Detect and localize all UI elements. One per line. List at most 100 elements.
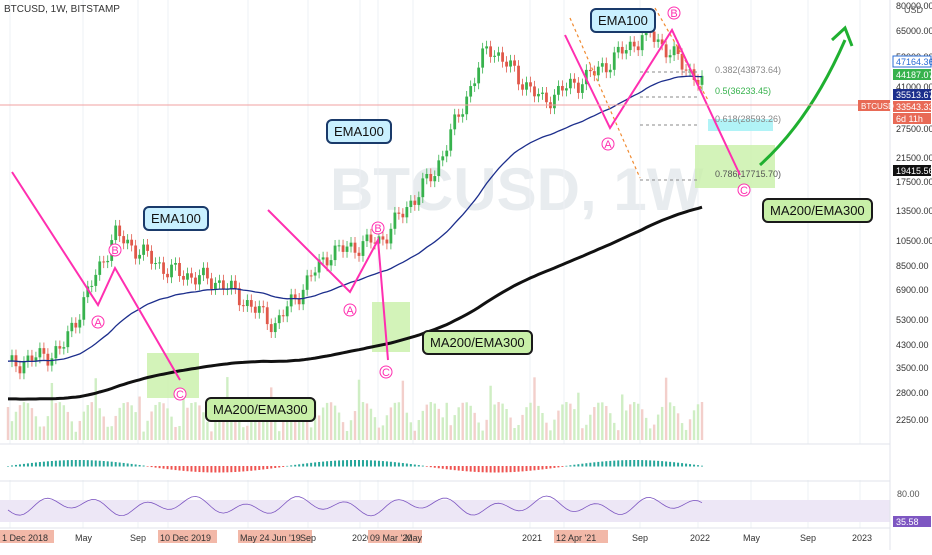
volume-bar [30, 408, 34, 440]
macd-bar [453, 466, 456, 471]
volume-bar [553, 419, 556, 440]
candle [409, 195, 413, 213]
volume-bar [569, 403, 572, 440]
macd-bar [465, 466, 468, 472]
macd-bar [26, 463, 29, 467]
macd-bar [90, 460, 93, 467]
macd-bar [641, 460, 644, 467]
volume-bar [509, 417, 512, 440]
volume-bar [385, 415, 389, 440]
candle [624, 44, 628, 60]
price-tag: 33543.33 [893, 101, 932, 112]
macd-bar [202, 466, 205, 473]
macd-bar [445, 466, 448, 470]
candle [38, 342, 42, 364]
volume-bar [194, 402, 197, 440]
candle [557, 80, 560, 101]
volume-bar [86, 405, 89, 440]
volume-bar [282, 420, 285, 440]
volume-bar [22, 402, 26, 440]
svg-text:BTCUSD: BTCUSD [861, 102, 894, 111]
macd-bar [114, 462, 117, 467]
macd-bar [66, 460, 69, 467]
macd-bar [118, 462, 121, 467]
candle [249, 294, 253, 313]
svg-text:47164.36: 47164.36 [896, 57, 932, 67]
volume-bar [146, 420, 149, 440]
macd-bar [154, 466, 157, 468]
candle [453, 108, 457, 136]
candle [154, 257, 157, 270]
candle [142, 238, 146, 261]
macd-bar [517, 466, 520, 472]
volume-bar [477, 422, 480, 440]
volume-bar [593, 407, 596, 440]
volume-bar [589, 414, 592, 440]
macd-bar [218, 466, 221, 473]
ma-callout-1: MA200/EMA300 [205, 397, 316, 422]
candle [501, 46, 504, 68]
macd-bar [525, 466, 528, 472]
volume-bar [150, 411, 153, 440]
volume-bar [214, 420, 217, 440]
time-axis-label: May [405, 533, 423, 543]
volume-bar [218, 411, 221, 440]
candle [616, 41, 620, 59]
candle [186, 267, 189, 286]
candle [329, 254, 333, 272]
candle [305, 269, 309, 296]
wave-label: C [173, 387, 187, 401]
volume-bar [26, 403, 30, 440]
wave-label: B [108, 243, 122, 257]
macd-bar [621, 460, 624, 467]
macd-bar [553, 466, 556, 468]
candle [505, 56, 508, 73]
candle [46, 348, 50, 372]
macd-bar [537, 466, 540, 470]
candle [421, 172, 425, 204]
svg-text:B: B [670, 8, 677, 20]
macd-bar [497, 466, 500, 473]
volume-bar [242, 427, 245, 440]
macd-bar [58, 460, 61, 467]
candle [253, 301, 257, 319]
svg-text:35513.67: 35513.67 [896, 90, 932, 100]
volume-bar [648, 428, 652, 440]
macd-bar [346, 460, 349, 467]
volume-bar [329, 402, 333, 440]
candle [640, 29, 644, 57]
candle [102, 255, 106, 269]
price-axis-label: 8500.00 [896, 261, 929, 271]
volume-bar [333, 405, 337, 440]
candle [668, 49, 672, 64]
time-axis-label: May [75, 533, 93, 543]
volume-bar [684, 429, 688, 440]
candle [433, 170, 437, 188]
macd-bar [573, 464, 576, 467]
volume-bar [238, 416, 241, 440]
macd-bar [286, 465, 289, 467]
macd-bar [505, 466, 508, 473]
candle [381, 230, 385, 246]
macd-bar [421, 465, 424, 467]
candle [568, 73, 572, 95]
volume-bar [561, 404, 564, 440]
candle [62, 341, 66, 355]
candle [158, 256, 161, 269]
macd-bar [54, 460, 57, 467]
volume-bar [545, 422, 548, 440]
volume-bar [393, 402, 397, 440]
macd-bar [262, 466, 265, 470]
candle [477, 62, 481, 90]
volume-bar [309, 427, 313, 440]
candle [277, 309, 281, 330]
candle [134, 239, 138, 265]
macd-bar [158, 466, 161, 469]
macd-bar [557, 466, 560, 468]
candle [656, 33, 660, 48]
macd-bar [633, 460, 636, 467]
macd-bar [385, 461, 388, 467]
candle [281, 309, 285, 323]
